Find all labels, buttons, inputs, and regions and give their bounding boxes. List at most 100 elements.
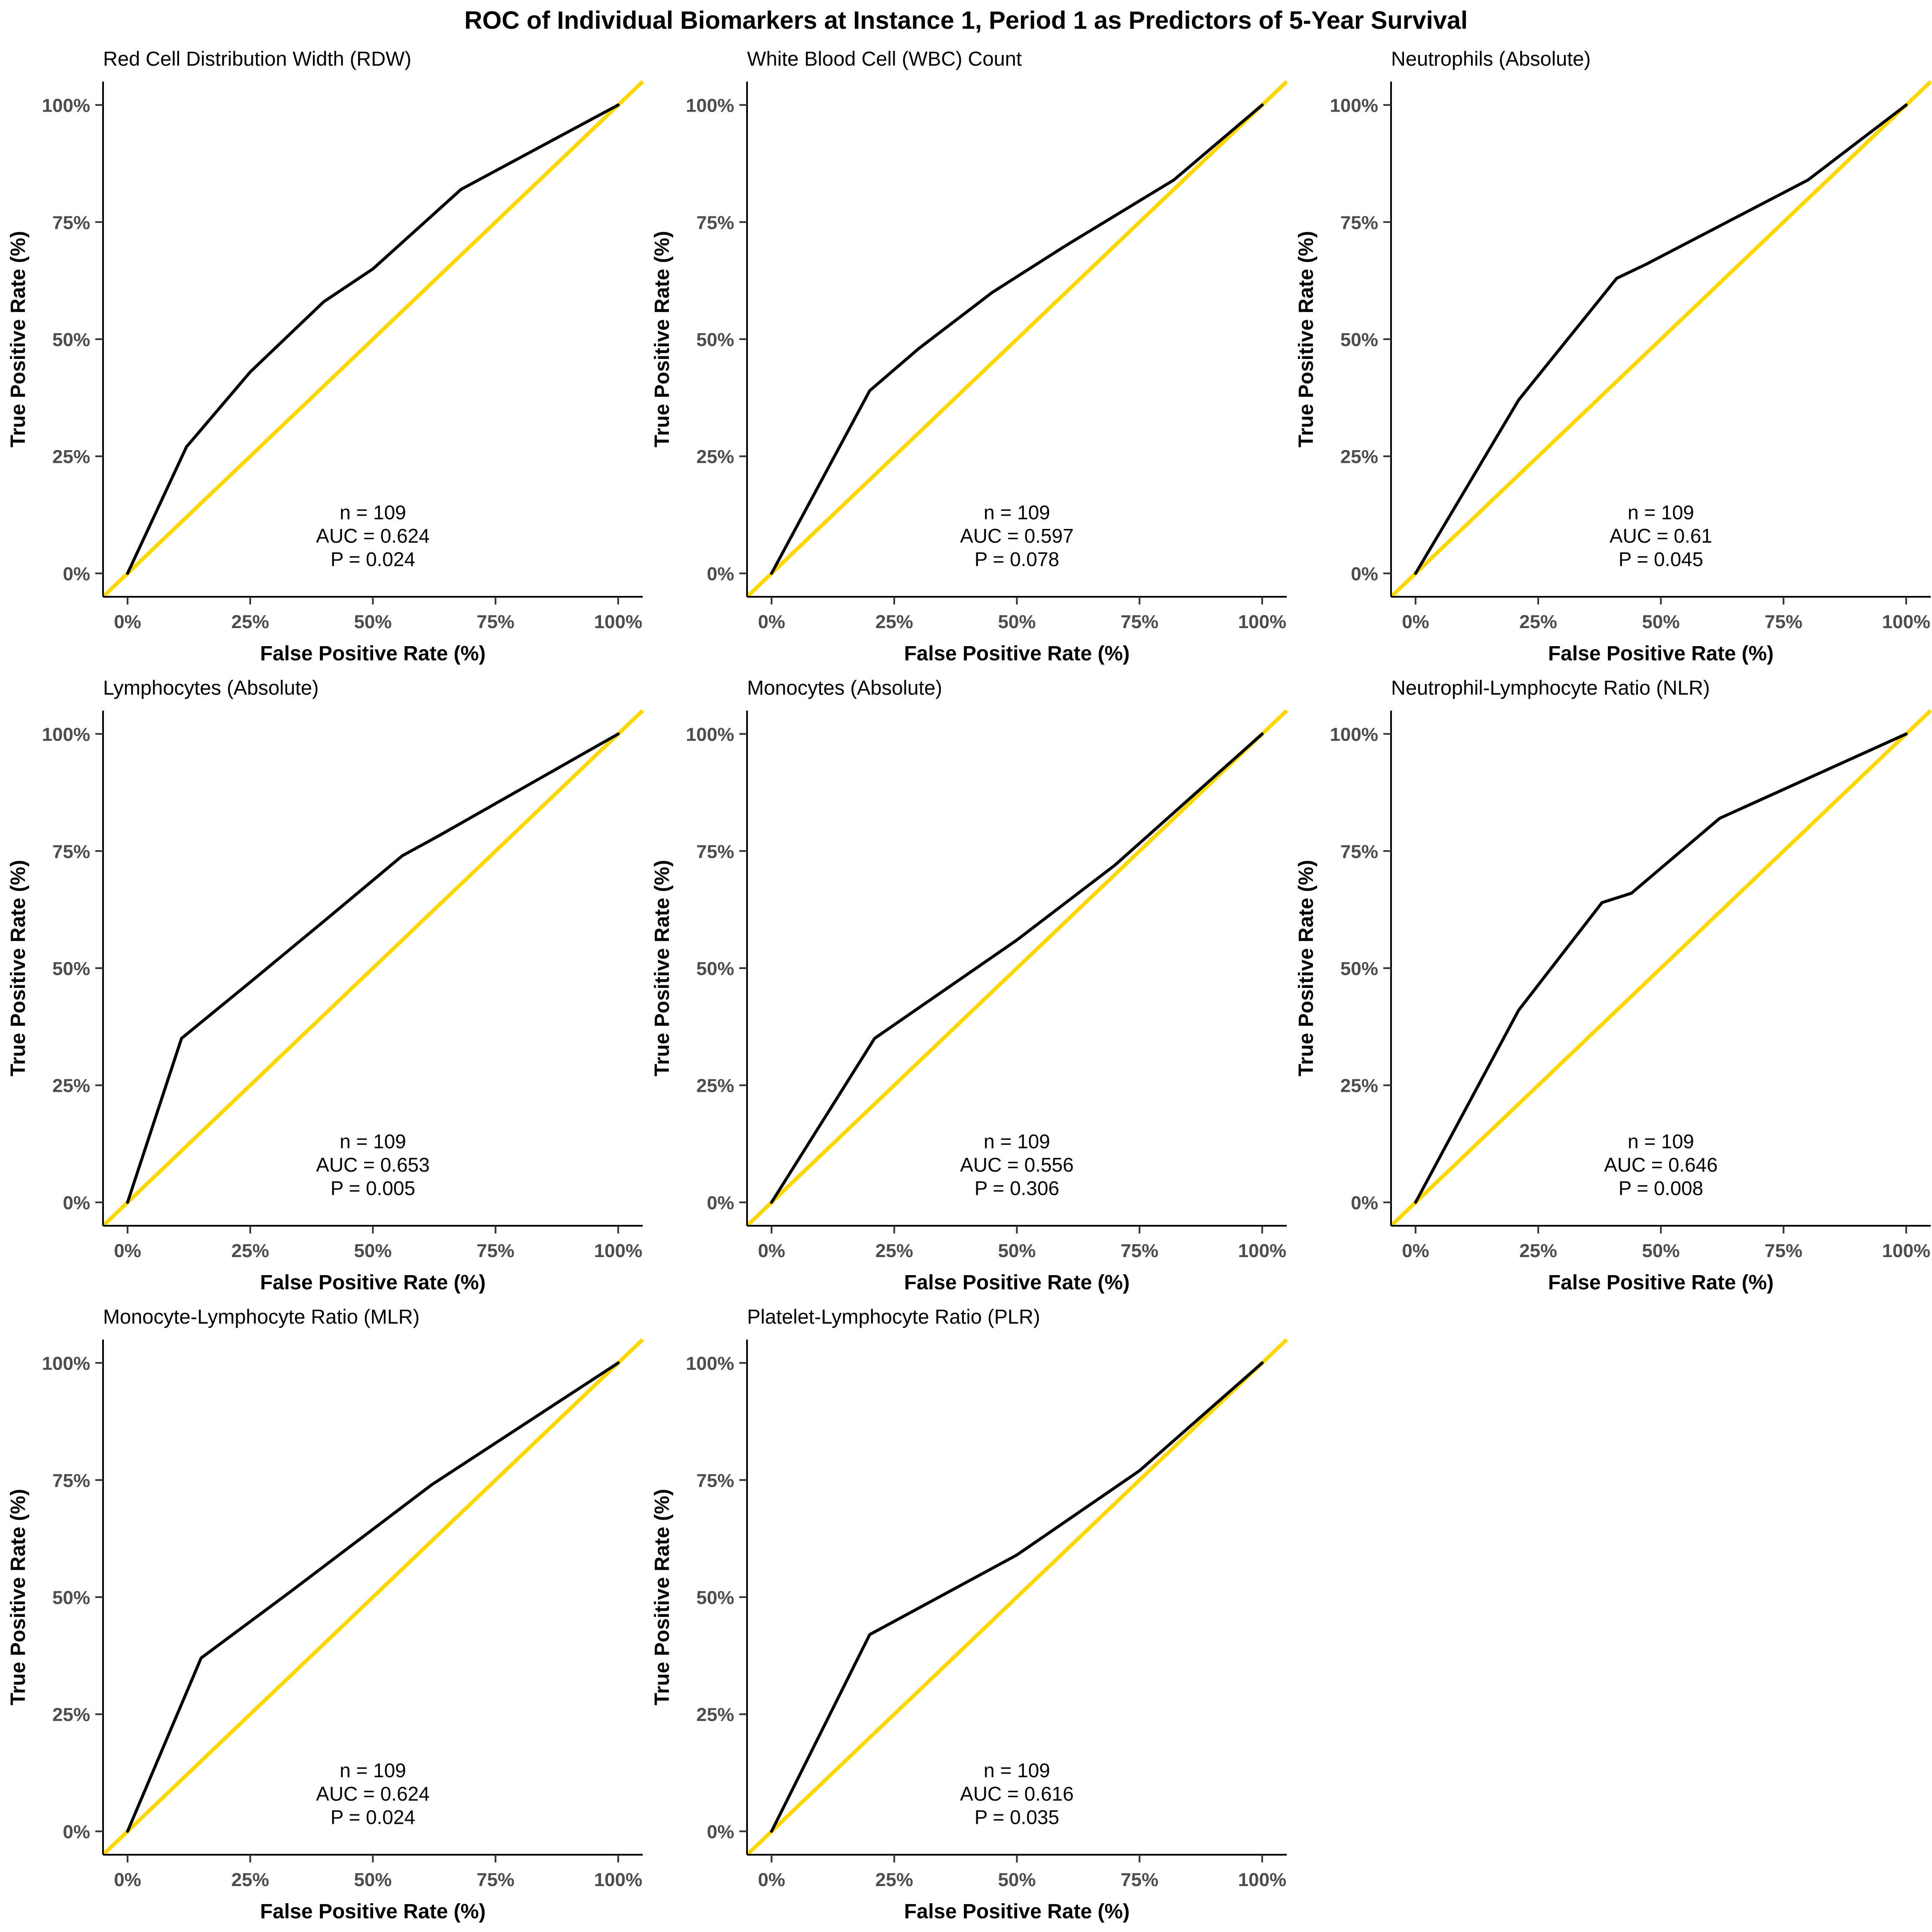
roc-curve — [126, 732, 620, 1204]
x-axis-title: False Positive Rate (%) — [260, 1900, 486, 1923]
diagonal-reference-line — [1389, 80, 1932, 598]
x-axis-title: False Positive Rate (%) — [1548, 1271, 1774, 1294]
panel-subtitle: Red Cell Distribution Width (RDW) — [103, 47, 411, 70]
panel-subtitle: Platelet-Lymphocyte Ratio (PLR) — [747, 1305, 1040, 1328]
y-tick-label: 50% — [696, 1587, 734, 1608]
roc-chart-svg: Lymphocytes (Absolute) 0% 0% 25% 25% 50% 50% 75… — [7, 676, 644, 1294]
roc-panel-5: Monocytes (Absolute) 0% 0% 25% 25% 50% 50% 75% 7… — [644, 670, 1288, 1299]
x-tick-label: 50% — [354, 611, 392, 632]
x-axis-title: False Positive Rate (%) — [904, 642, 1130, 665]
x-axis-title: False Positive Rate (%) — [260, 642, 486, 665]
x-axis-title: False Positive Rate (%) — [904, 1271, 1130, 1294]
diagonal-reference-line — [745, 80, 1288, 598]
x-tick-label: 0% — [758, 611, 785, 632]
y-axis-title: True Positive Rate (%) — [651, 860, 674, 1076]
roc-curve — [770, 103, 1264, 575]
roc-panel-1: Red Cell Distribution Width (RDW) 0% 0% 25%… — [0, 41, 644, 670]
x-tick-label: 50% — [998, 611, 1036, 632]
diagonal-reference-line — [745, 1338, 1288, 1856]
annotation-auc: AUC = 0.624 — [316, 525, 430, 547]
annotation-n: n = 109 — [1628, 1130, 1694, 1153]
y-axis-title: True Positive Rate (%) — [7, 1489, 30, 1705]
x-tick-label: 75% — [1121, 611, 1158, 632]
diagonal-reference-line — [101, 709, 644, 1227]
roc-curve — [126, 1361, 620, 1833]
x-tick-label: 0% — [758, 1869, 785, 1890]
y-axis-title: True Positive Rate (%) — [1295, 231, 1318, 447]
x-tick-label: 25% — [875, 611, 913, 632]
annotation-p: P = 0.024 — [331, 548, 415, 571]
diagonal-reference-line — [1389, 709, 1932, 1227]
roc-chart-svg: Neutrophils (Absolute) 0% 0% 25% 25% 50% 50% 75… — [1295, 47, 1932, 665]
x-tick-label: 25% — [231, 1240, 269, 1261]
roc-chart-svg: Neutrophil-Lymphocyte Ratio (NLR) 0% 0% 25%… — [1295, 676, 1932, 1294]
x-tick-label: 75% — [1121, 1240, 1158, 1261]
x-tick-label: 50% — [998, 1240, 1036, 1261]
panel-subtitle: Monocyte-Lymphocyte Ratio (MLR) — [103, 1305, 419, 1328]
y-tick-label: 75% — [52, 1470, 90, 1491]
y-axis-title: True Positive Rate (%) — [651, 231, 674, 447]
x-tick-label: 25% — [1519, 611, 1557, 632]
panel-subtitle: Monocytes (Absolute) — [747, 676, 942, 699]
x-tick-label: 50% — [354, 1240, 392, 1261]
annotation-p: P = 0.008 — [1619, 1177, 1703, 1200]
y-tick-label: 25% — [696, 1704, 734, 1725]
annotation-p: P = 0.035 — [975, 1806, 1059, 1829]
y-tick-label: 50% — [52, 1587, 90, 1608]
x-axis-title: False Positive Rate (%) — [260, 1271, 486, 1294]
x-tick-label: 0% — [114, 611, 141, 632]
panel-subtitle: Neutrophils (Absolute) — [1391, 47, 1591, 70]
y-tick-label: 75% — [696, 212, 734, 233]
roc-curve — [770, 1361, 1264, 1833]
diagonal-reference-line — [745, 709, 1288, 1227]
y-tick-label: 75% — [52, 212, 90, 233]
annotation-auc: AUC = 0.653 — [316, 1154, 430, 1176]
x-tick-label: 0% — [1402, 1240, 1429, 1261]
x-axis-title: False Positive Rate (%) — [1548, 642, 1774, 665]
x-tick-label: 100% — [1238, 1869, 1287, 1890]
diagonal-reference-line — [101, 80, 644, 598]
annotation-n: n = 109 — [340, 1130, 406, 1153]
x-tick-label: 50% — [998, 1869, 1036, 1890]
y-axis-title: True Positive Rate (%) — [651, 1489, 674, 1705]
y-tick-label: 0% — [1351, 563, 1378, 584]
y-tick-label: 25% — [1340, 1075, 1378, 1097]
x-tick-label: 75% — [477, 1869, 514, 1890]
y-tick-label: 50% — [1340, 958, 1378, 979]
x-tick-label: 0% — [1402, 611, 1429, 632]
x-tick-label: 100% — [594, 1240, 643, 1261]
empty-grid-cell — [1288, 1299, 1932, 1928]
annotation-auc: AUC = 0.646 — [1604, 1154, 1718, 1176]
y-tick-label: 100% — [42, 1353, 90, 1374]
roc-curve — [126, 103, 620, 575]
roc-panel-8: Platelet-Lymphocyte Ratio (PLR) 0% 0% 25% 25… — [644, 1299, 1288, 1928]
x-tick-label: 50% — [354, 1869, 392, 1890]
annotation-auc: AUC = 0.61 — [1610, 525, 1712, 547]
y-tick-label: 100% — [686, 95, 734, 116]
y-tick-label: 100% — [686, 724, 734, 745]
annotation-n: n = 109 — [984, 1130, 1050, 1153]
x-tick-label: 100% — [1238, 611, 1287, 632]
x-tick-label: 25% — [231, 611, 269, 632]
x-tick-label: 50% — [1642, 1240, 1680, 1261]
roc-chart-svg: Platelet-Lymphocyte Ratio (PLR) 0% 0% 25% 25… — [651, 1305, 1288, 1923]
y-tick-label: 0% — [707, 1821, 734, 1842]
roc-chart-svg: Monocytes (Absolute) 0% 0% 25% 25% 50% 50% 75% 7… — [651, 676, 1288, 1294]
roc-chart-svg: White Blood Cell (WBC) Count 0% 0% 25% 25% 50… — [651, 47, 1288, 665]
x-tick-label: 25% — [231, 1869, 269, 1890]
x-axis-title: False Positive Rate (%) — [904, 1900, 1130, 1923]
x-tick-label: 100% — [1238, 1240, 1287, 1261]
y-tick-label: 0% — [707, 1192, 734, 1213]
x-tick-label: 0% — [114, 1240, 141, 1261]
y-tick-label: 50% — [1340, 329, 1378, 350]
y-tick-label: 25% — [696, 1075, 734, 1097]
roc-panel-4: Lymphocytes (Absolute) 0% 0% 25% 25% 50% 50% 75… — [0, 670, 644, 1299]
annotation-p: P = 0.005 — [331, 1177, 415, 1200]
y-tick-label: 50% — [52, 958, 90, 979]
y-tick-label: 75% — [52, 841, 90, 862]
x-tick-label: 100% — [594, 611, 643, 632]
y-tick-label: 100% — [686, 1353, 734, 1374]
panels-grid: Red Cell Distribution Width (RDW) 0% 0% 25%… — [0, 41, 1932, 1928]
y-tick-label: 100% — [1330, 724, 1378, 745]
x-tick-label: 25% — [1519, 1240, 1557, 1261]
